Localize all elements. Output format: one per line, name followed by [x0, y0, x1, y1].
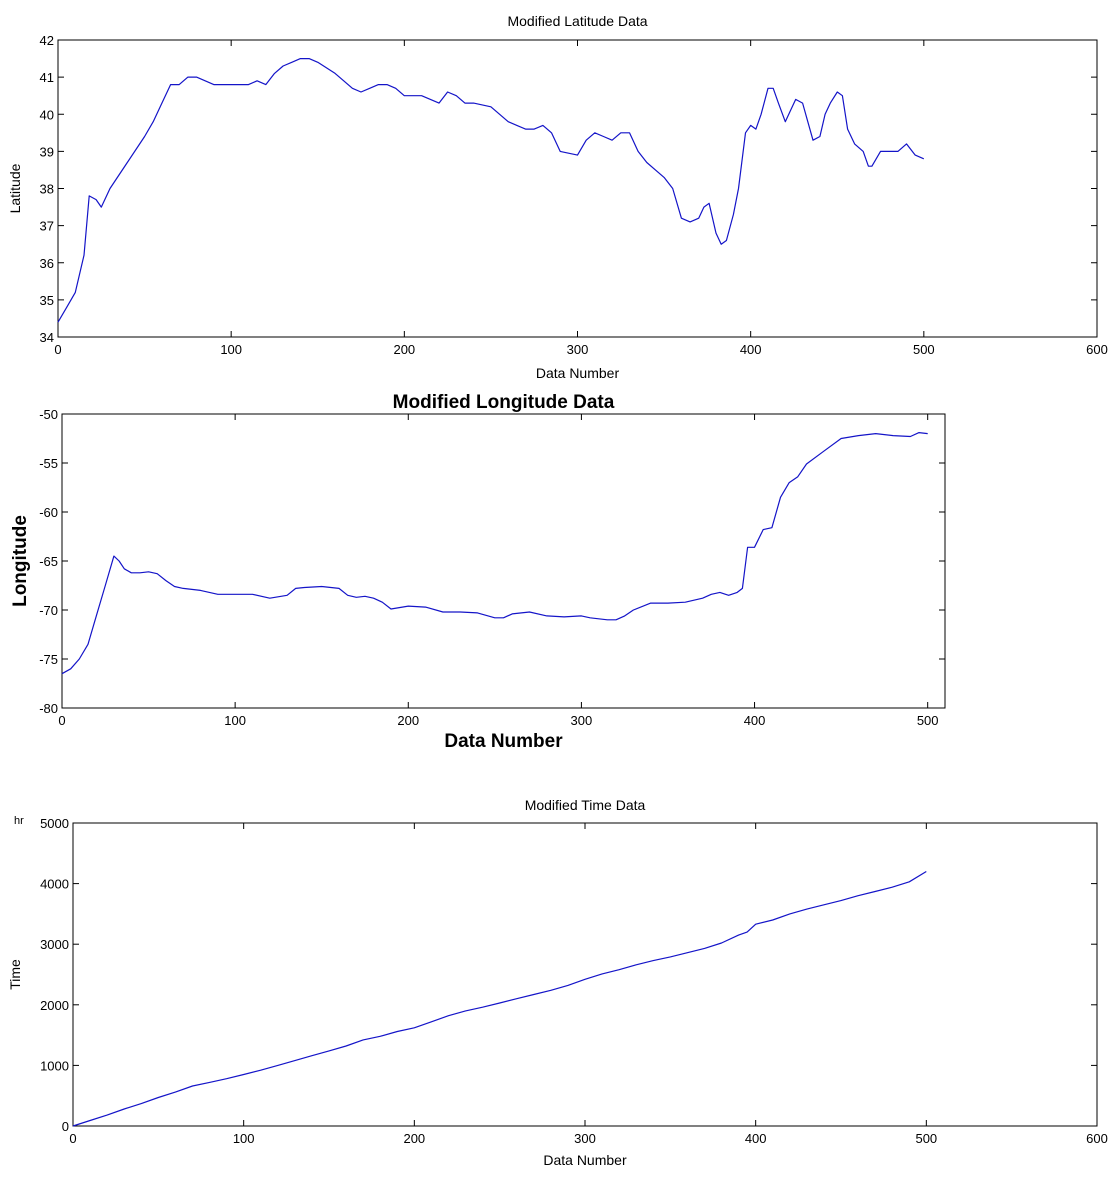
x-tick-label: 300 — [574, 1131, 596, 1146]
x-tick-label: 500 — [915, 1131, 937, 1146]
x-tick-label: 100 — [220, 342, 242, 357]
x-tick-label: 100 — [224, 713, 246, 728]
y-tick-label: 36 — [40, 256, 54, 271]
y-tick-label: 0 — [62, 1119, 69, 1134]
x-tick-label: 500 — [917, 713, 939, 728]
x-tick-label: 200 — [397, 713, 419, 728]
plot-area — [61, 413, 946, 709]
y-axis-label: Longitude — [10, 515, 31, 607]
chart-title: Modified Latitude Data — [507, 13, 647, 29]
y-tick-label: 40 — [40, 107, 54, 122]
time-chart-panel: Modified Time Data Data Number Time hr 0 100 2… — [0, 790, 1120, 1180]
x-tick-label: 300 — [571, 713, 593, 728]
y-tick-label: 41 — [40, 70, 54, 85]
latitude-chart: Modified Latitude Data Data Number Latitud… — [7, 13, 1108, 381]
plot-area — [72, 822, 1098, 1127]
x-tick-label: 300 — [567, 342, 589, 357]
series-line — [61, 431, 928, 675]
y-tick-label: 37 — [40, 219, 54, 234]
x-axis-label: Data Number — [543, 1152, 627, 1168]
y-tick-label: 4000 — [40, 877, 69, 892]
y-tick-label: 34 — [40, 330, 54, 345]
y-tick-label: 5000 — [40, 816, 69, 831]
y-tick-label: 39 — [40, 144, 54, 159]
x-axis-label: Data Number — [444, 731, 563, 752]
x-tick-label: 200 — [403, 1131, 425, 1146]
x-tick-label: 0 — [58, 713, 65, 728]
y-tick-label: -80 — [39, 701, 58, 716]
time-chart: Modified Time Data Data Number Time hr 0 100 2… — [7, 797, 1108, 1168]
x-tick-label: 400 — [745, 1131, 767, 1146]
y-unit-label: hr — [14, 815, 24, 827]
x-tick-label: 100 — [233, 1131, 255, 1146]
x-axis-label: Data Number — [536, 365, 620, 381]
x-tick-label: 600 — [1086, 342, 1108, 357]
y-tick-label: 2000 — [40, 998, 69, 1013]
y-tick-label: -65 — [39, 554, 58, 569]
y-tick-label: 35 — [40, 293, 54, 308]
y-tick-label: 3000 — [40, 937, 69, 952]
x-tick-label: 400 — [740, 342, 762, 357]
series-line — [57, 57, 925, 323]
x-tick-label: 0 — [69, 1131, 76, 1146]
y-tick-label: -70 — [39, 603, 58, 618]
longitude-chart: Modified Longitude Data Data Number Longit… — [10, 392, 946, 752]
x-tick-label: 200 — [393, 342, 415, 357]
y-tick-label: 38 — [40, 182, 54, 197]
y-tick-label: -50 — [39, 407, 58, 422]
latitude-chart-panel: Modified Latitude Data Data Number Latitud… — [0, 0, 1120, 390]
chart-title: Modified Time Data — [525, 797, 646, 813]
y-axis-label: Time — [7, 959, 23, 990]
x-tick-label: 600 — [1086, 1131, 1108, 1146]
x-tick-label: 400 — [744, 713, 766, 728]
y-tick-label: -75 — [39, 652, 58, 667]
y-tick-label: -55 — [39, 456, 58, 471]
y-axis-label: Latitude — [7, 163, 23, 213]
series-line — [72, 870, 927, 1127]
x-tick-label: 0 — [54, 342, 61, 357]
chart-title: Modified Longitude Data — [393, 392, 615, 413]
y-tick-label: 1000 — [40, 1058, 69, 1073]
longitude-chart-panel: Modified Longitude Data Data Number Longit… — [0, 390, 1120, 760]
y-tick-label: 42 — [40, 33, 54, 48]
x-tick-label: 500 — [913, 342, 935, 357]
plot-area — [57, 39, 1098, 338]
y-tick-label: -60 — [39, 505, 58, 520]
